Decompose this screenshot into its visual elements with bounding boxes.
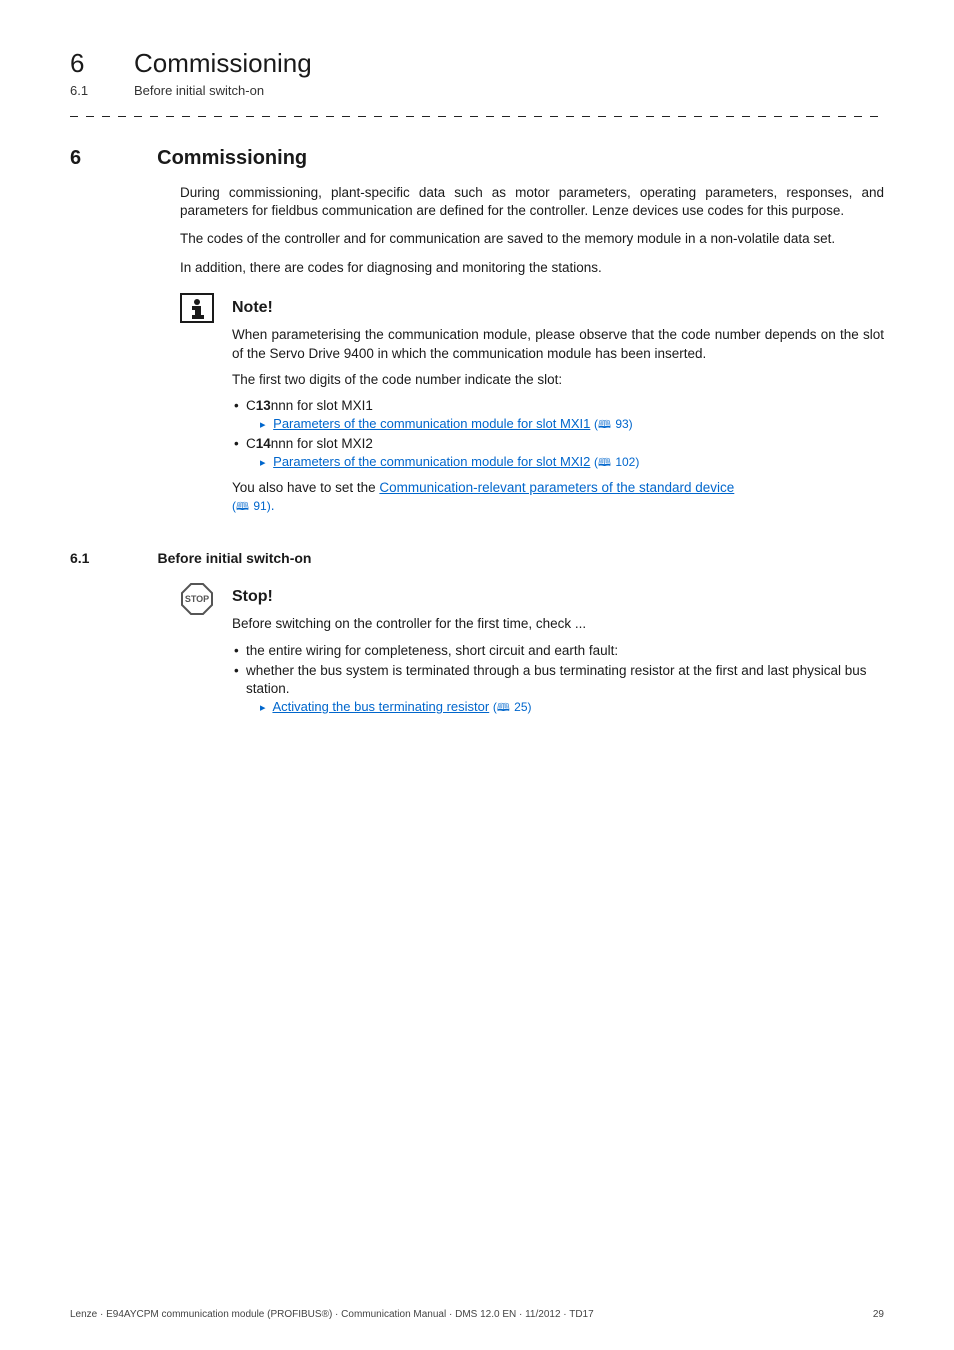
list-item: whether the bus system is terminated thr…	[232, 662, 884, 716]
stop-title: Stop!	[232, 586, 884, 608]
stop-callout: STOP Stop! Before switching on the contr…	[180, 582, 884, 724]
stop-icon: STOP	[180, 582, 214, 724]
page-ref: (🕮 25)	[493, 700, 532, 714]
note-paragraph: You also have to set the Communication-r…	[232, 479, 884, 515]
list-item: C14nnn for slot MXI2 Parameters of the c…	[232, 435, 884, 471]
paragraph: In addition, there are codes for diagnos…	[180, 259, 884, 277]
xref-link[interactable]: Activating the bus terminating resistor	[272, 699, 489, 714]
list-item: C13nnn for slot MXI1 Parameters of the c…	[232, 397, 884, 433]
page-ref: (🕮 93)	[594, 417, 633, 431]
xref-link[interactable]: Parameters of the communication module f…	[273, 416, 590, 431]
paragraph: During commissioning, plant-specific dat…	[180, 184, 884, 220]
list-item: the entire wiring for completeness, shor…	[232, 642, 884, 660]
note-paragraph: When parameterising the communication mo…	[232, 326, 884, 362]
section-title: Commissioning	[157, 147, 307, 170]
page-ref: (🕮 102)	[594, 455, 639, 469]
subsection-title: Before initial switch-on	[157, 550, 311, 566]
note-title: Note!	[232, 297, 884, 319]
subsection-number: 6.1	[70, 550, 89, 566]
note-paragraph: The first two digits of the code number …	[232, 371, 884, 389]
running-section-title: Before initial switch-on	[134, 83, 264, 98]
paragraph: The codes of the controller and for comm…	[180, 230, 884, 248]
footer-text: Lenze · E94AYCPM communication module (P…	[70, 1309, 594, 1320]
note-callout: Note! When parameterising the communicat…	[180, 293, 884, 524]
section-number: 6	[70, 147, 81, 170]
stop-paragraph: Before switching on the controller for t…	[232, 615, 884, 633]
info-icon	[180, 293, 214, 524]
page-number: 29	[873, 1309, 884, 1320]
running-section-num: 6.1	[70, 83, 90, 98]
page-ref: (🕮 91)	[232, 499, 271, 513]
xref-link[interactable]: Communication-relevant parameters of the…	[379, 480, 734, 495]
running-chapter-title: Commissioning	[134, 48, 312, 79]
xref-link[interactable]: Parameters of the communication module f…	[273, 454, 590, 469]
header-divider	[70, 116, 884, 117]
svg-text:STOP: STOP	[185, 594, 209, 604]
running-chapter-num: 6	[70, 48, 90, 79]
